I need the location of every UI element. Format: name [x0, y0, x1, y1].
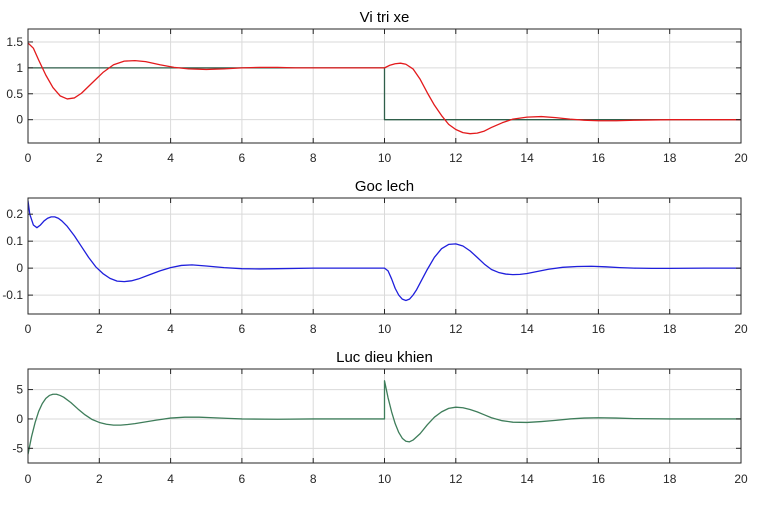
- x-tick-label: 2: [96, 151, 103, 165]
- y-tick-label: 0.1: [6, 234, 23, 248]
- x-tick-label: 10: [378, 151, 392, 165]
- x-tick-label: 0: [25, 322, 32, 336]
- x-tick-label: 12: [449, 322, 463, 336]
- y-tick-label: 0: [16, 412, 23, 426]
- y-tick-label: -5: [12, 441, 23, 455]
- x-tick-label: 10: [378, 322, 392, 336]
- x-tick-label: 14: [520, 322, 534, 336]
- x-tick-label: 16: [592, 472, 606, 486]
- x-tick-label: 8: [310, 322, 317, 336]
- x-tick-label: 6: [239, 151, 246, 165]
- x-tick-label: 18: [663, 472, 677, 486]
- x-tick-label: 18: [663, 322, 677, 336]
- y-tick-label: 0: [16, 261, 23, 275]
- chart-title: Goc lech: [355, 178, 414, 195]
- chart-panel-1: 0 2 4 6 8 10 12 14 16 18 20 1.5 1 0.5 0 Vi tri xe: [6, 9, 748, 165]
- x-tick-label: 4: [167, 322, 174, 336]
- y-tick-label: -0.1: [2, 288, 23, 302]
- x-tick-label: 20: [734, 151, 748, 165]
- y-tick-label: 5: [16, 383, 23, 397]
- series-line-1: [28, 200, 741, 302]
- series-line-2: [28, 42, 741, 135]
- x-tick-label: 20: [734, 322, 748, 336]
- x-tick-label: 12: [449, 472, 463, 486]
- y-tick-label: 1: [16, 61, 23, 75]
- x-tick-label: 20: [734, 472, 748, 486]
- series-line-1: [28, 67, 741, 121]
- x-tick-label: 0: [25, 151, 32, 165]
- x-tick-label: 14: [520, 472, 534, 486]
- x-tick-label: 10: [378, 472, 392, 486]
- x-tick-label: 16: [592, 322, 606, 336]
- y-tick-label: 0.5: [6, 87, 23, 101]
- x-tick-label: 8: [310, 472, 317, 486]
- x-tick-label: 6: [239, 322, 246, 336]
- chart-title: Vi tri xe: [360, 9, 410, 26]
- y-tick-label: 1.5: [6, 35, 23, 49]
- x-tick-label: 2: [96, 322, 103, 336]
- chart-panel-2: 0 2 4 6 8 10 12 14 16 18 20 0.2 0.1 0 -0.1 Goc lech: [2, 178, 748, 336]
- chart-title: Luc dieu khien: [336, 349, 433, 366]
- y-tick-label: 0.2: [6, 207, 23, 221]
- x-tick-label: 0: [25, 472, 32, 486]
- x-tick-label: 6: [239, 472, 246, 486]
- x-tick-label: 18: [663, 151, 677, 165]
- y-tick-label: 0: [16, 113, 23, 127]
- x-tick-label: 8: [310, 151, 317, 165]
- x-tick-label: 2: [96, 472, 103, 486]
- x-tick-label: 14: [520, 151, 534, 165]
- x-tick-label: 4: [167, 151, 174, 165]
- x-tick-label: 16: [592, 151, 606, 165]
- series-line-1: [28, 380, 741, 455]
- chart-panel-3: 0 2 4 6 8 10 12 14 16 18 20 5 0 -5 Luc dieu khien: [12, 349, 748, 486]
- x-tick-label: 4: [167, 472, 174, 486]
- x-tick-label: 12: [449, 151, 463, 165]
